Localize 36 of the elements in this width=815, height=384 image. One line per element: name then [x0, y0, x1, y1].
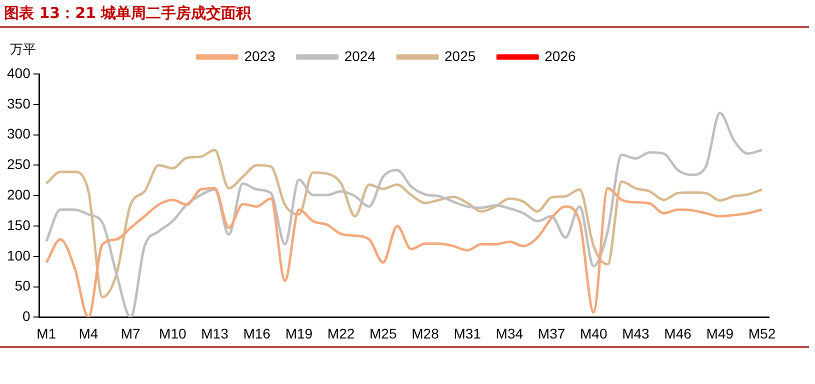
legend-label: 2024	[344, 48, 376, 64]
x-tick-label: M10	[159, 325, 186, 342]
line-series	[45, 148, 764, 298]
line-series	[45, 187, 764, 318]
y-tick-label: 50	[14, 278, 31, 294]
y-tick-label: 300	[7, 126, 31, 142]
x-tick-label: M16	[243, 325, 271, 342]
x-tick-label: M37	[538, 325, 566, 342]
y-tick-label: 200	[7, 186, 31, 202]
x-tick-label: M52	[748, 325, 776, 342]
y-tick-label: 100	[7, 247, 31, 264]
chart-title: 图表 13：21 城单周二手房成交面积	[0, 0, 809, 28]
x-tick-label: M1	[36, 325, 56, 342]
y-tick-label: 250	[7, 156, 31, 172]
x-tick-label: M28	[412, 325, 440, 342]
line-series	[45, 112, 764, 318]
x-tick-label: M22	[327, 325, 355, 342]
y-tick-label: 350	[7, 95, 31, 112]
x-tick-label: M43	[622, 325, 650, 342]
x-tick-label: M4	[78, 325, 98, 342]
y-tick-label: 400	[7, 64, 31, 81]
y-tick-label: 0	[22, 308, 31, 324]
x-tick-label: M19	[285, 325, 313, 342]
x-tick-label: M13	[201, 325, 229, 342]
x-tick-label: M34	[496, 325, 524, 342]
x-tick-label: M49	[706, 325, 734, 342]
legend-label: 2026	[544, 48, 576, 64]
legend-label: 2025	[444, 48, 476, 64]
x-tick-label: M40	[580, 325, 608, 342]
x-tick-label: M7	[120, 325, 140, 342]
y-axis-title: 万平	[10, 42, 36, 58]
x-tick-label: M25	[370, 325, 397, 342]
y-tick-label: 150	[7, 216, 31, 233]
x-tick-label: M31	[454, 325, 482, 342]
legend-label: 2023	[244, 48, 276, 64]
x-tick-label: M46	[664, 325, 692, 342]
